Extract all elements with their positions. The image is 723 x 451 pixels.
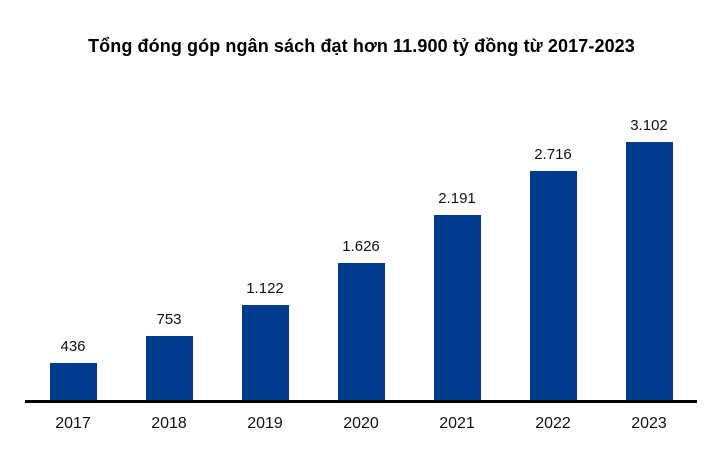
x-axis-labels: 2017 2018 2019 2020 2021 2022 2023 bbox=[25, 403, 697, 433]
bar bbox=[241, 305, 289, 400]
bar-column: 3.102 bbox=[601, 118, 697, 400]
bar bbox=[529, 171, 577, 400]
bar-column: 2.191 bbox=[409, 118, 505, 400]
bar bbox=[145, 336, 193, 400]
x-axis-line bbox=[25, 400, 697, 403]
bar-column: 753 bbox=[121, 118, 217, 400]
x-axis-label: 2019 bbox=[247, 415, 283, 432]
plot-area: 436 753 1.122 1.626 2.191 2.716 3.102 bbox=[25, 118, 697, 400]
bar-value-label: 3.102 bbox=[630, 117, 668, 134]
bar-value-label: 753 bbox=[156, 311, 182, 328]
x-axis-label: 2023 bbox=[631, 415, 667, 432]
bar-column: 1.626 bbox=[313, 118, 409, 400]
x-axis-label: 2020 bbox=[343, 415, 379, 432]
bar-value-label: 1.122 bbox=[246, 280, 284, 297]
bar bbox=[625, 142, 673, 400]
bar-value-label: 2.191 bbox=[438, 190, 476, 207]
bar bbox=[337, 263, 385, 400]
x-axis-label: 2022 bbox=[535, 415, 571, 432]
bar-value-label: 2.716 bbox=[534, 146, 572, 163]
bar bbox=[433, 215, 481, 400]
bar bbox=[49, 363, 97, 400]
bar-column: 436 bbox=[25, 118, 121, 400]
bar-column: 1.122 bbox=[217, 118, 313, 400]
x-axis-label: 2018 bbox=[151, 415, 187, 432]
x-axis-label: 2017 bbox=[55, 415, 91, 432]
bar-value-label: 1.626 bbox=[342, 238, 380, 255]
bar-value-label: 436 bbox=[60, 338, 86, 355]
bar-chart: 436 753 1.122 1.626 2.191 2.716 3.102 2017 2018… bbox=[25, 118, 697, 433]
chart-title: Tổng đóng góp ngân sách đạt hơn 11.900 t… bbox=[88, 36, 635, 56]
x-axis-label: 2021 bbox=[439, 415, 475, 432]
bar-column: 2.716 bbox=[505, 118, 601, 400]
